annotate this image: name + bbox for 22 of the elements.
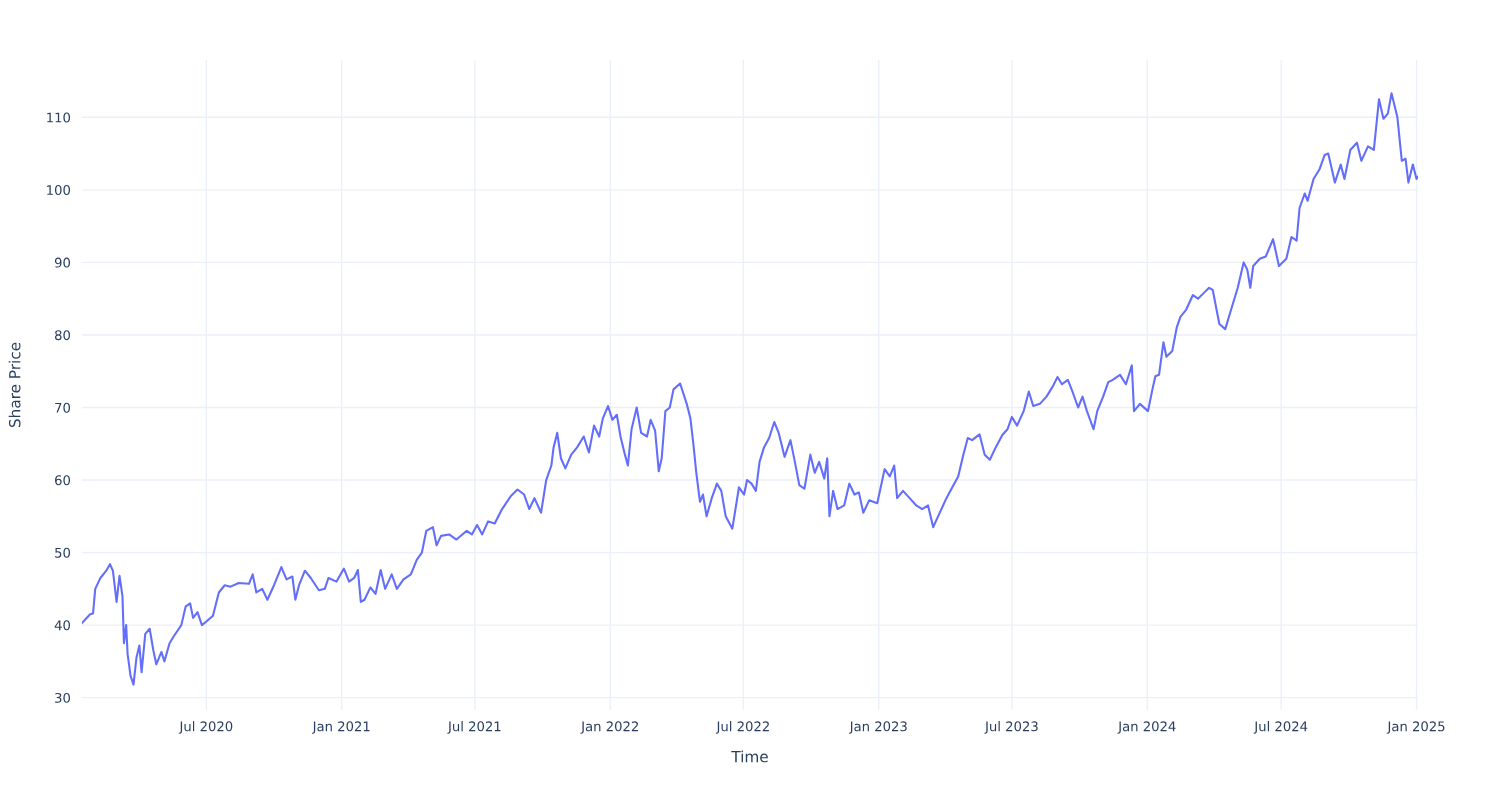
- y-axis-title: Share Price: [8, 342, 21, 428]
- y-tick-label: 70: [55, 402, 71, 413]
- x-tick-label: Jul 2022: [715, 721, 769, 734]
- x-tick-label: Jan 2022: [580, 721, 638, 734]
- y-tick-label: 100: [47, 185, 71, 196]
- x-tick-label: Jan 2025: [1386, 721, 1445, 734]
- y-tick-label: 30: [55, 692, 71, 703]
- y-tick-label: 60: [55, 475, 71, 486]
- y-tick-label: 80: [54, 330, 71, 341]
- x-tick-label: Jul 2020: [178, 721, 233, 734]
- line-series: [82, 92, 1418, 686]
- x-tick-label: Jul 2024: [1253, 721, 1308, 734]
- x-tick-label: Jan 2024: [1117, 721, 1176, 734]
- y-tick-label: 40: [54, 620, 71, 631]
- x-tick-label: Jul 2023: [984, 721, 1038, 734]
- y-tick-label: 50: [55, 547, 71, 558]
- y-tick-label: 90: [54, 257, 71, 268]
- y-tick-label: 110: [47, 112, 71, 123]
- x-tick-label: Jan 2023: [849, 721, 907, 734]
- x-tick-label: Jul 2021: [447, 721, 501, 734]
- x-tick-label: Jan 2021: [311, 721, 370, 734]
- x-axis-title: Time: [731, 750, 768, 763]
